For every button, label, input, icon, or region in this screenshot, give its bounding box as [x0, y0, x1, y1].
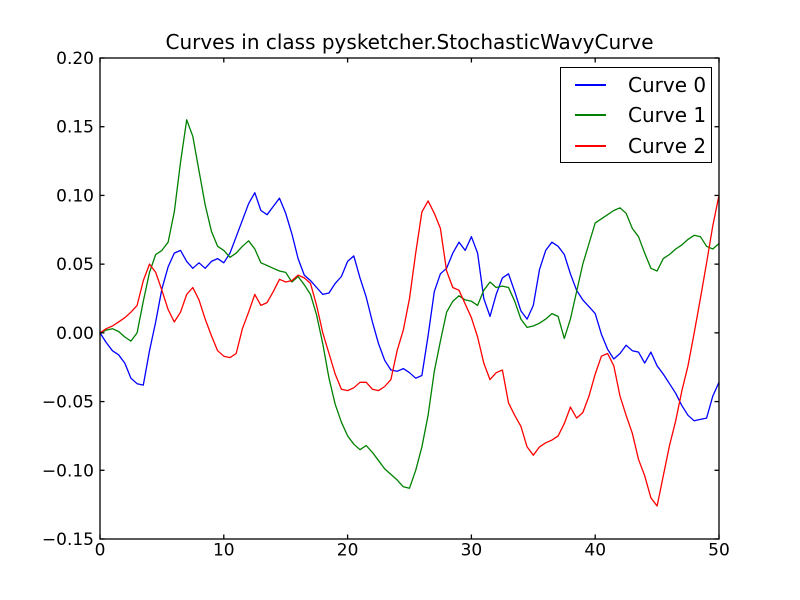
curve-2-line — [99, 194, 720, 507]
legend: Curve 0 Curve 1 Curve 2 — [560, 67, 712, 163]
curve-1-line-sample — [575, 114, 606, 116]
curve-2-line-sample — [575, 144, 606, 147]
x-tick-label: 50 — [708, 541, 730, 561]
plot-border — [99, 57, 720, 540]
x-tick-label: 0 — [95, 541, 106, 561]
legend-entry-curve-0: Curve 0 — [561, 71, 711, 99]
y-tick-label: 0.10 — [56, 186, 94, 206]
legend-label-curve-1: Curve 1 — [628, 103, 707, 127]
y-tick-label: 0.00 — [56, 324, 94, 344]
y-tick-label: 0.20 — [56, 49, 94, 69]
x-tick-label: 10 — [213, 541, 235, 561]
x-tick-label: 40 — [584, 541, 606, 561]
legend-label-curve-0: Curve 0 — [628, 72, 707, 97]
curve-0-line-sample — [575, 83, 606, 86]
y-tick-label: 0.05 — [56, 255, 94, 275]
y-tick-label: −0.10 — [42, 461, 94, 481]
curve-1-line — [99, 119, 720, 489]
x-tick-label: 30 — [461, 541, 483, 561]
chart-title: Curves in class pysketcher.StochasticWav… — [165, 30, 654, 54]
x-tick-label: 20 — [337, 541, 359, 561]
legend-entry-curve-2: Curve 2 — [561, 132, 711, 160]
y-tick-label: −0.05 — [42, 393, 94, 413]
y-tick-label: −0.15 — [42, 530, 94, 550]
legend-entry-curve-1: Curve 1 — [561, 101, 711, 129]
legend-label-curve-2: Curve 2 — [628, 133, 707, 158]
y-tick-label: 0.15 — [56, 118, 94, 138]
curve-0-line — [99, 192, 720, 422]
